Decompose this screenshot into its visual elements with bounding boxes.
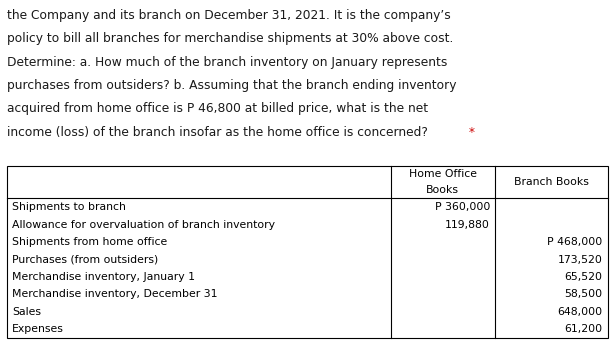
Text: 61,200: 61,200 bbox=[565, 324, 603, 334]
Text: Home Office: Home Office bbox=[409, 169, 477, 179]
Text: Books: Books bbox=[426, 185, 459, 195]
Text: P 360,000: P 360,000 bbox=[435, 202, 490, 212]
Text: purchases from outsiders? b. Assuming that the branch ending inventory: purchases from outsiders? b. Assuming th… bbox=[7, 79, 457, 92]
Text: Expenses: Expenses bbox=[12, 324, 64, 334]
Text: the Company and its branch on December 31, 2021. It is the company’s: the Company and its branch on December 3… bbox=[7, 9, 451, 22]
Text: Shipments from home office: Shipments from home office bbox=[12, 237, 167, 247]
Text: Merchandise inventory, December 31: Merchandise inventory, December 31 bbox=[12, 289, 218, 299]
Text: 173,520: 173,520 bbox=[558, 255, 603, 265]
Text: Determine: a. How much of the branch inventory on January represents: Determine: a. How much of the branch inv… bbox=[7, 56, 448, 69]
Text: 58,500: 58,500 bbox=[565, 289, 603, 299]
Text: Branch Books: Branch Books bbox=[514, 177, 589, 187]
Text: *: * bbox=[465, 126, 475, 139]
Text: acquired from home office is P 46,800 at billed price, what is the net: acquired from home office is P 46,800 at… bbox=[7, 102, 429, 116]
Text: 65,520: 65,520 bbox=[565, 272, 603, 282]
Text: 119,880: 119,880 bbox=[445, 219, 490, 229]
Text: Shipments to branch: Shipments to branch bbox=[12, 202, 126, 212]
Text: Sales: Sales bbox=[12, 307, 41, 317]
Text: P 468,000: P 468,000 bbox=[547, 237, 603, 247]
Text: 648,000: 648,000 bbox=[558, 307, 603, 317]
Text: Merchandise inventory, January 1: Merchandise inventory, January 1 bbox=[12, 272, 196, 282]
Text: Purchases (from outsiders): Purchases (from outsiders) bbox=[12, 255, 159, 265]
Text: Allowance for overvaluation of branch inventory: Allowance for overvaluation of branch in… bbox=[12, 219, 276, 229]
Text: income (loss) of the branch insofar as the home office is concerned?: income (loss) of the branch insofar as t… bbox=[7, 126, 428, 139]
Text: policy to bill all branches for merchandise shipments at 30% above cost.: policy to bill all branches for merchand… bbox=[7, 32, 454, 45]
